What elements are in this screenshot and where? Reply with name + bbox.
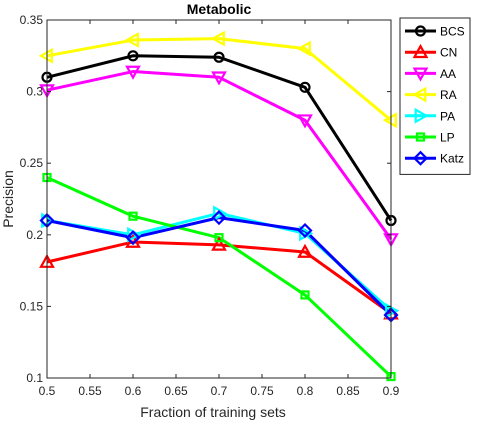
legend-marker-katz	[412, 150, 429, 166]
series-line-ra	[46, 37, 392, 122]
legend-box	[399, 17, 471, 175]
legend-marker-pa	[414, 107, 429, 124]
data-point-ra	[210, 30, 225, 47]
x-axis-label: Fraction of training sets	[140, 404, 286, 420]
x-tick-label: 0.55	[78, 384, 102, 398]
y-axis-label: Precision	[0, 170, 16, 228]
data-point-ra	[296, 40, 311, 57]
x-tick-label: 0.7	[211, 384, 228, 398]
data-point-katz	[211, 210, 227, 226]
x-tick-label: 0.85	[336, 384, 360, 398]
legend-label-aa: AA	[440, 67, 456, 81]
plot-area	[47, 20, 391, 378]
data-point-ra	[124, 32, 139, 48]
x-tick-label: 0.65	[164, 384, 188, 398]
legend-marker-aa	[412, 67, 429, 82]
legend-marker-ra	[412, 86, 427, 103]
data-point-aa	[211, 71, 227, 86]
data-point-aa	[125, 65, 141, 80]
data-point-bcs	[213, 51, 225, 63]
axis-ticks: 0.5 0.55 0.6 0.65 0.7 0.75 0.8 0.85 0.9 0.1 0.15 0.…	[20, 13, 400, 398]
x-tick-label: 0.9	[383, 384, 400, 398]
chart-title: Metabolic	[187, 1, 252, 17]
x-tick-label: 0.5	[39, 384, 56, 398]
data-point-lp	[300, 290, 310, 300]
data-point-pa	[385, 302, 400, 319]
x-tick-label: 0.6	[125, 384, 142, 398]
legend-label-bcs: BCS	[440, 25, 465, 39]
legend-label-katz: Katz	[440, 152, 464, 166]
y-tick-label: 0.35	[20, 13, 44, 27]
data-point-cn	[297, 243, 313, 258]
data-point-katz	[297, 222, 313, 239]
legend-marker-cn	[412, 43, 429, 59]
series-line-cn	[46, 240, 392, 315]
y-tick-label: 0.3	[26, 85, 43, 99]
legend-marker-lp	[415, 132, 426, 142]
data-point-ra	[38, 47, 53, 64]
data-point-lp	[128, 211, 138, 221]
legend-label-pa: PA	[440, 109, 455, 123]
legend: BCS CN AA RA PA LP Katz	[399, 17, 471, 175]
data-point-bcs	[127, 50, 139, 62]
data-point-lp	[214, 233, 224, 243]
x-tick-label: 0.75	[250, 384, 274, 398]
y-tick-label: 0.2	[26, 228, 43, 242]
legend-marker-bcs	[414, 25, 427, 37]
legend-label-lp: LP	[440, 131, 455, 145]
y-tick-label: 0.15	[20, 299, 44, 313]
y-tick-label: 0.1	[26, 371, 43, 385]
series-line-aa	[46, 70, 393, 240]
y-tick-label: 0.25	[20, 156, 44, 170]
data-point-aa	[297, 114, 313, 129]
legend-label-ra: RA	[440, 88, 457, 102]
data-point-cn	[211, 236, 227, 251]
legend-label-cn: CN	[440, 46, 457, 60]
data-point-katz	[125, 230, 141, 246]
data-point-pa	[213, 205, 228, 222]
series-line-bcs	[46, 54, 393, 222]
data-point-ra	[382, 112, 397, 129]
x-tick-label: 0.8	[297, 384, 314, 398]
data-point-bcs	[299, 81, 311, 93]
